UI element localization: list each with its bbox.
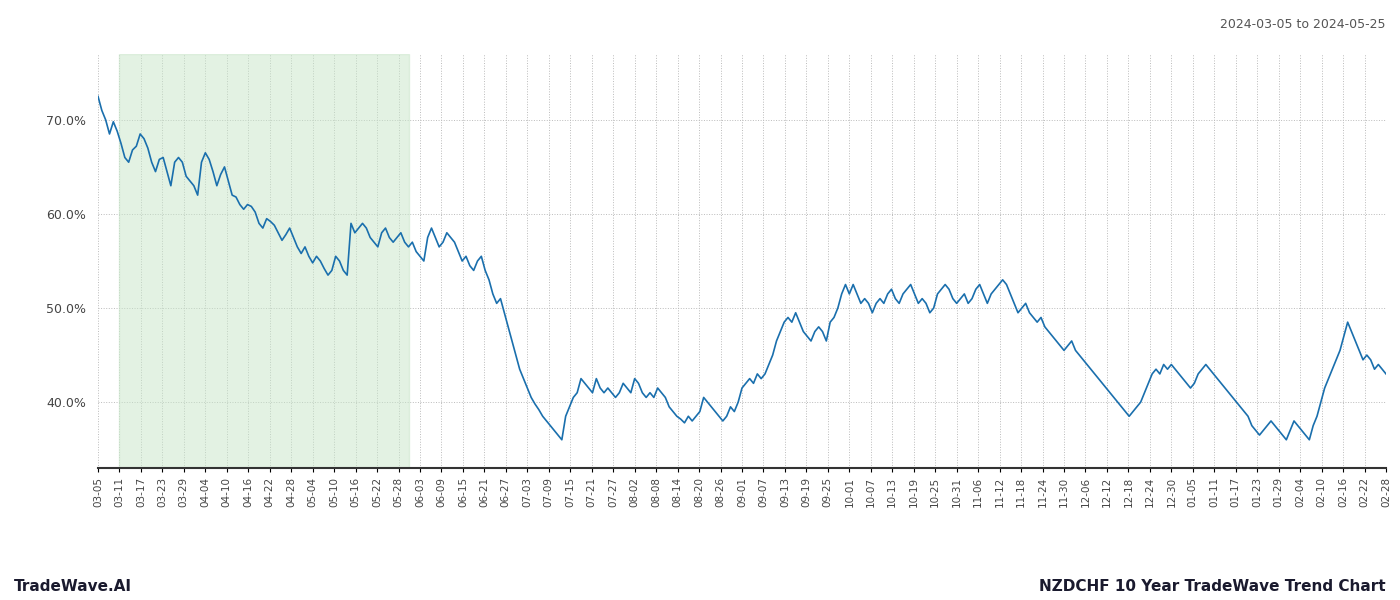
Text: NZDCHF 10 Year TradeWave Trend Chart: NZDCHF 10 Year TradeWave Trend Chart xyxy=(1039,579,1386,594)
Bar xyxy=(119,54,409,468)
Text: 2024-03-05 to 2024-05-25: 2024-03-05 to 2024-05-25 xyxy=(1221,18,1386,31)
Text: TradeWave.AI: TradeWave.AI xyxy=(14,579,132,594)
